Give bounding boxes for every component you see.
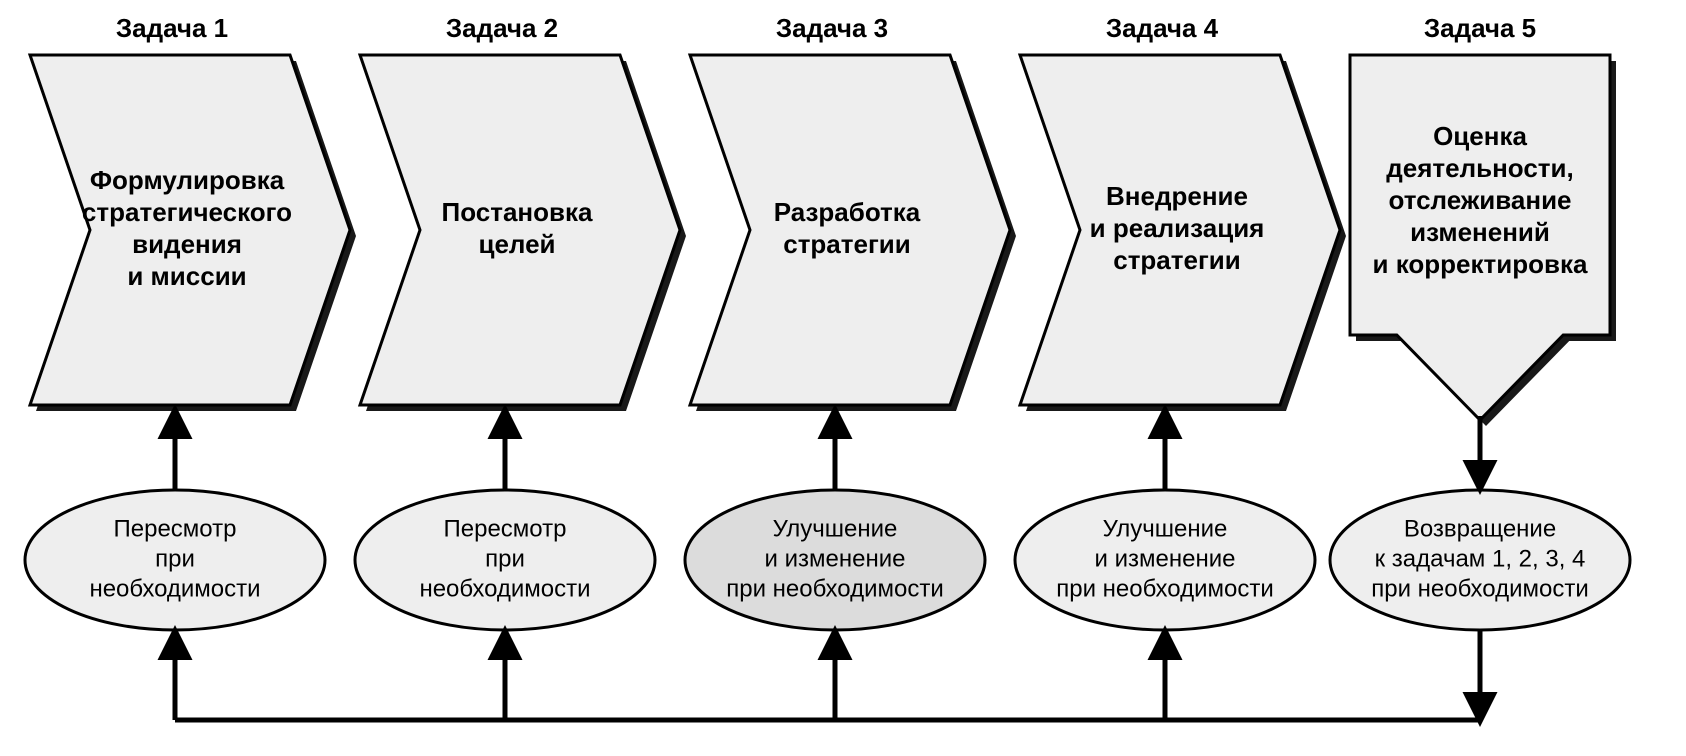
svg-text:необходимости: необходимости xyxy=(89,575,260,602)
svg-text:и реализация: и реализация xyxy=(1090,213,1265,243)
svg-text:видения: видения xyxy=(132,229,242,259)
task-4-title: Задача 4 xyxy=(1106,13,1219,43)
svg-text:Пересмотр: Пересмотр xyxy=(114,515,237,542)
svg-text:изменений: изменений xyxy=(1410,217,1550,247)
svg-text:при необходимости: при необходимости xyxy=(1056,575,1274,602)
svg-text:Внедрение: Внедрение xyxy=(1106,181,1248,211)
task-3-title: Задача 3 xyxy=(776,13,888,43)
svg-text:к задачам 1, 2, 3, 4: к задачам 1, 2, 3, 4 xyxy=(1375,545,1586,572)
svg-text:стратегии: стратегии xyxy=(1113,245,1241,275)
svg-text:при необходимости: при необходимости xyxy=(1371,575,1589,602)
task-5-title: Задача 5 xyxy=(1424,13,1536,43)
svg-text:стратегического: стратегического xyxy=(82,197,292,227)
task-1-title: Задача 1 xyxy=(116,13,228,43)
svg-text:целей: целей xyxy=(478,229,555,259)
svg-text:отслеживание: отслеживание xyxy=(1388,185,1571,215)
process-flow-diagram: Задача 1 Формулировкастратегическоговиден… xyxy=(0,0,1686,756)
svg-text:Возвращение: Возвращение xyxy=(1404,515,1556,542)
svg-text:Пересмотр: Пересмотр xyxy=(444,515,567,542)
task-5-ellipse-label: Возвращение к задачам 1, 2, 3, 4 при необх… xyxy=(1371,515,1589,602)
svg-text:при: при xyxy=(485,545,525,572)
svg-text:и изменение: и изменение xyxy=(765,545,906,572)
svg-text:и миссии: и миссии xyxy=(127,261,246,291)
svg-text:необходимости: необходимости xyxy=(419,575,590,602)
svg-text:стратегии: стратегии xyxy=(783,229,911,259)
task-2-title: Задача 2 xyxy=(446,13,558,43)
svg-text:Разработка: Разработка xyxy=(774,197,921,227)
svg-text:при необходимости: при необходимости xyxy=(726,575,944,602)
svg-text:Постановка: Постановка xyxy=(442,197,593,227)
svg-text:и изменение: и изменение xyxy=(1095,545,1236,572)
svg-text:Улучшение: Улучшение xyxy=(1103,515,1228,542)
svg-text:при: при xyxy=(155,545,195,572)
svg-text:и корректировка: и корректировка xyxy=(1373,249,1588,279)
svg-text:Формулировка: Формулировка xyxy=(90,165,285,195)
svg-text:Оценка: Оценка xyxy=(1433,121,1527,151)
svg-text:Улучшение: Улучшение xyxy=(773,515,898,542)
svg-text:деятельности,: деятельности, xyxy=(1386,153,1573,183)
task-4-block-label: Внедрениеи реализациястратегии xyxy=(1090,181,1265,275)
